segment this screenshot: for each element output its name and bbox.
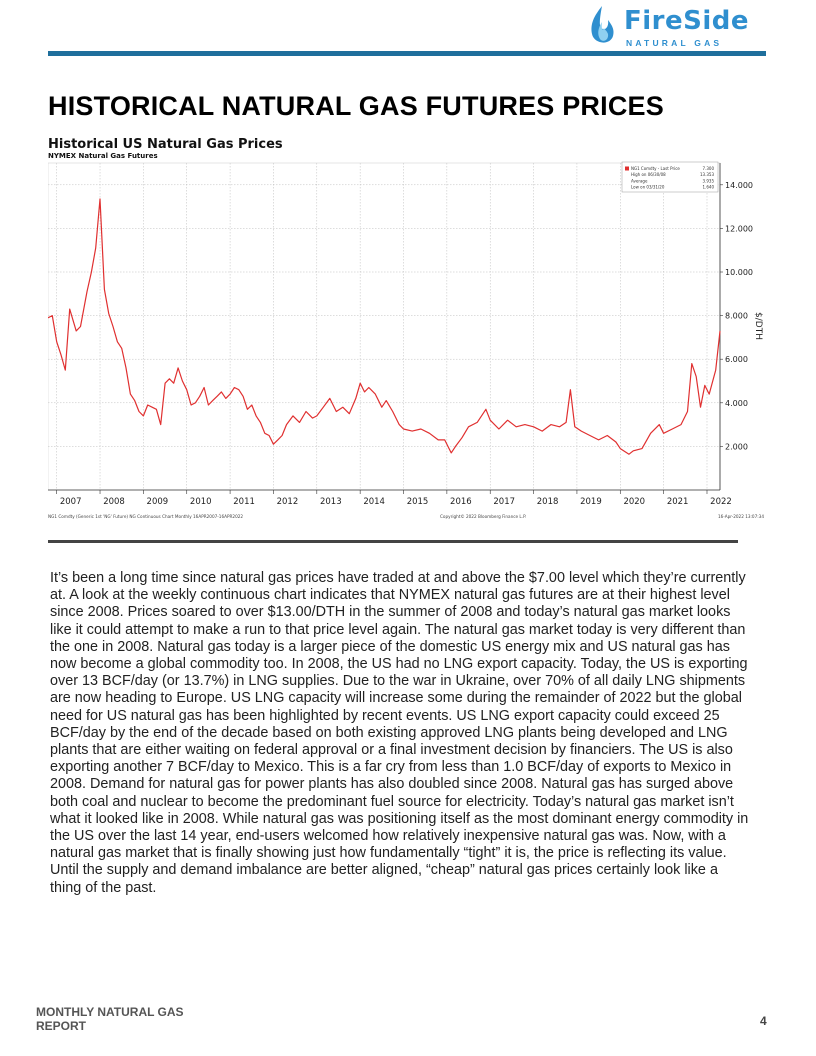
x-tick-label: 2020 <box>623 497 645 507</box>
x-tick-label: 2011 <box>233 497 255 507</box>
plot-frame <box>48 162 721 491</box>
legend-value: 3.935 <box>703 178 715 183</box>
legend-value: 7.300 <box>703 166 715 171</box>
x-tick-label: 2017 <box>493 497 515 507</box>
price-series-line <box>48 198 721 455</box>
x-tick-label: 2010 <box>190 497 212 507</box>
chart-grid <box>48 163 720 490</box>
chart-subtitle: NYMEX Natural Gas Futures <box>48 152 158 160</box>
y-tick-label: 8.000 <box>725 312 748 321</box>
y-tick-label: 4.000 <box>725 399 748 408</box>
body-paragraph: It’s been a long time since natural gas … <box>50 570 749 896</box>
y-tick-label: 6.000 <box>725 355 748 364</box>
y-tick-label: 14.000 <box>725 181 753 190</box>
x-tick-label: 2009 <box>147 497 169 507</box>
page-title: HISTORICAL NATURAL GAS FUTURES PRICES <box>48 91 664 121</box>
x-ticks: 2007 2008 2009 2010 2011 2012 2013 2014 2015 2016… <box>56 490 732 507</box>
flame-icon <box>591 6 614 43</box>
x-tick-label: 2012 <box>277 497 299 507</box>
chart-legend: NG1 Comdty - Last Price 7.300 High on 06/3… <box>621 161 719 193</box>
legend-label: NG1 Comdty - Last Price <box>631 166 680 171</box>
legend-label: High on 06/30/08 <box>631 172 666 177</box>
fireside-logo: FireSide NATURAL GAS <box>584 4 774 50</box>
y-tick-label: 10.000 <box>725 268 753 277</box>
page-number: 4 <box>760 1014 767 1028</box>
legend-value: 13.353 <box>700 172 714 177</box>
y-tick-label: 12.000 <box>725 224 753 233</box>
legend-swatch <box>625 166 629 171</box>
logo-name: FireSide <box>624 6 750 36</box>
x-tick-label: 2015 <box>407 497 429 507</box>
y-tick-label: 2.000 <box>725 442 748 451</box>
chart-source-left: NG1 Comdty (Generic 1st 'NG' Future) NG … <box>48 514 243 519</box>
x-tick-label: 2013 <box>320 497 342 507</box>
x-tick-label: 2008 <box>103 497 125 507</box>
logo-subtitle: NATURAL GAS <box>626 38 723 48</box>
x-tick-label: 2007 <box>60 497 82 507</box>
y-axis-label: $/DTH <box>753 312 763 340</box>
chart-timestamp: 16-Apr-2022 13:07:34 <box>718 514 764 519</box>
x-tick-label: 2016 <box>450 497 472 507</box>
x-tick-label: 2014 <box>363 497 385 507</box>
price-chart: Historical US Natural Gas Prices NYMEX N… <box>48 137 764 519</box>
x-tick-label: 2019 <box>580 497 602 507</box>
chart-divider <box>48 540 738 543</box>
legend-box <box>621 161 719 193</box>
legend-label: Low on 03/31/20 <box>631 185 665 190</box>
y-ticks: 2.000 4.000 6.000 8.000 10.000 12.000 14.000 <box>720 181 753 451</box>
x-tick-label: 2021 <box>667 497 689 507</box>
footer-report-name: MONTHLY NATURAL GAS REPORT <box>36 1005 184 1033</box>
chart-copyright: Copyright© 2022 Bloomberg Finance L.P. <box>440 514 526 519</box>
legend-value: 1.640 <box>703 185 715 190</box>
header-rule <box>48 51 766 56</box>
x-tick-label: 2022 <box>710 497 732 507</box>
chart-title: Historical US Natural Gas Prices <box>48 137 283 152</box>
legend-label: Average <box>631 178 648 183</box>
x-tick-label: 2018 <box>537 497 559 507</box>
